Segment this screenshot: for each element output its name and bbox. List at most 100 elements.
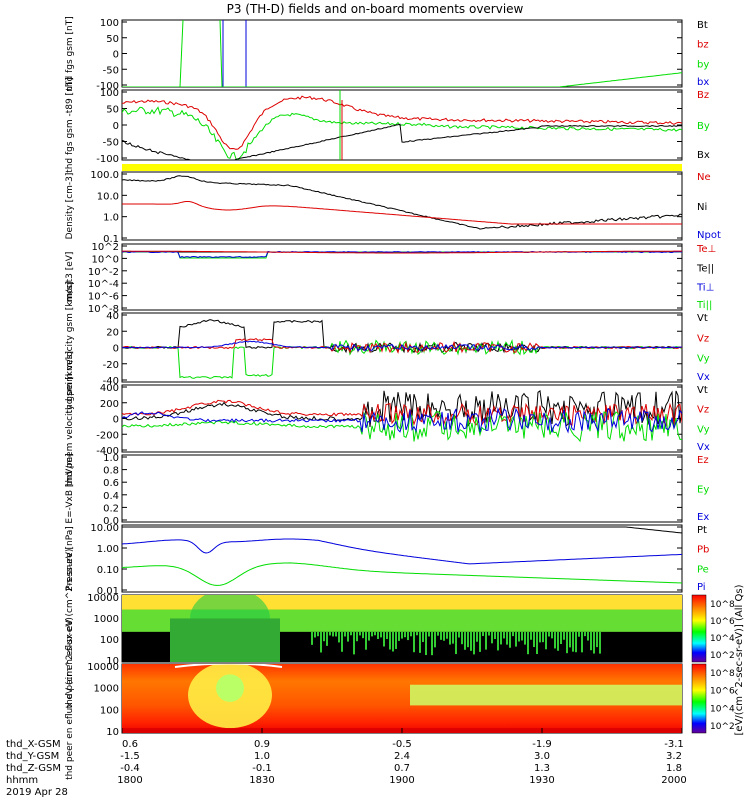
- series-vz: [122, 399, 682, 427]
- y-tick-label: 0: [113, 344, 119, 355]
- spectrogram-cell: [557, 631, 559, 651]
- y-tick-label: 200: [100, 399, 119, 410]
- spectrogram-cell: [338, 631, 340, 643]
- colorbar-tick-label: 10^2: [710, 651, 735, 661]
- colorbar: [691, 663, 707, 734]
- legend-ti: Ti||: [696, 300, 712, 311]
- spectrogram-cell: [482, 631, 484, 637]
- series-bz: [122, 95, 682, 150]
- spectrogram-cell: [341, 631, 343, 652]
- legend-ey: Ey: [697, 485, 709, 496]
- spectrogram-cell: [530, 631, 532, 640]
- panel-data: [122, 390, 682, 443]
- spectrogram-cell: [392, 631, 394, 652]
- y-tick-label: 10^-4: [88, 279, 119, 290]
- spectrogram-cell: [539, 631, 541, 643]
- y-tick-label: 0.1: [103, 234, 119, 245]
- panel-data: [122, 595, 682, 662]
- y-tick-label: 0.10: [97, 565, 119, 576]
- y-tick-label: 0.0: [103, 516, 119, 527]
- spectrogram-cell: [488, 631, 490, 636]
- series-vz: [122, 338, 682, 354]
- spectrogram-cell: [518, 631, 520, 642]
- y-tick-label: -50: [103, 138, 119, 149]
- spectrogram-cell: [371, 631, 373, 637]
- y-tick-label: 1000: [94, 684, 119, 695]
- spectrogram-cell: [437, 631, 439, 636]
- y-tick-label: 0.8: [103, 466, 119, 477]
- x-tick-label: 3.0: [534, 751, 550, 762]
- legend-ni: Ni: [697, 202, 707, 213]
- spectrogram-cell: [401, 631, 403, 639]
- spectrogram-cell: [422, 631, 424, 642]
- y-tick-label: 10^-6: [88, 292, 119, 303]
- spectrogram-cell: [216, 674, 244, 702]
- y-tick-label: 10: [106, 727, 119, 738]
- legend-vz: Vz: [697, 405, 709, 416]
- spectrogram-cell: [524, 631, 526, 645]
- spectrogram-cell: [434, 631, 436, 648]
- y-tick-label: 400: [100, 383, 119, 394]
- x-tick-label: 1800: [117, 775, 142, 786]
- spectrogram-cell: [170, 618, 280, 662]
- y-tick-label: 1.00: [97, 544, 119, 555]
- spectrogram-cell: [425, 631, 427, 656]
- spectrogram-cell: [506, 631, 508, 645]
- x-tick-label: -0.1: [252, 763, 272, 774]
- x-tick-label: 0.9: [254, 739, 270, 750]
- y-tick-label: 50: [106, 105, 119, 116]
- spectrogram-cell: [314, 631, 316, 638]
- series-vt: [122, 390, 682, 428]
- legend-ex: Ex: [697, 512, 709, 523]
- y-tick-label: 10000: [87, 662, 119, 673]
- x-axis-row-label: thd_X-GSM: [6, 739, 61, 750]
- spectrogram-cell: [542, 631, 544, 643]
- panel-6: 400 200 0 -200 -400 thd peem velocity gsm [km…: [65, 351, 710, 486]
- legend-ez: Ez: [697, 455, 709, 466]
- panel-2: 100 50 0 -50 -100 thd fgs gsm -t89 [nT] Bz By Bx: [65, 77, 710, 173]
- spectrogram-cell: [521, 631, 523, 641]
- y-tick-label: -200: [96, 430, 119, 441]
- spectrogram-cell: [566, 631, 568, 654]
- panel-7: 1.0 0.80.6 0.40.2 0.0 E=-VxB [mV/m] Ez Ey Ex: [65, 453, 709, 527]
- x-tick-label: 0.6: [122, 739, 138, 750]
- spectrogram-cell: [320, 631, 322, 653]
- y-tick-label: 10.00: [90, 523, 119, 534]
- legend-by: by: [697, 59, 709, 70]
- spectrogram-cell: [473, 631, 475, 655]
- spectrogram-cell: [365, 631, 367, 650]
- spectrogram-cell: [590, 631, 592, 651]
- series-vx: [122, 406, 682, 434]
- spectrogram-cell: [569, 631, 571, 648]
- spectrogram-cell: [548, 631, 550, 637]
- panel-frame: [121, 524, 683, 593]
- series-vx: [122, 340, 682, 352]
- x-tick-label: 1900: [389, 775, 414, 786]
- spectrogram-cell: [446, 631, 448, 639]
- spectrogram-cell: [311, 631, 313, 645]
- spectrogram-cell: [452, 631, 454, 644]
- spectrogram-cell: [545, 631, 547, 650]
- spectrogram-cell: [389, 631, 391, 650]
- x-tick-label: -1.9: [532, 739, 552, 750]
- x-axis-row-label: thd_Y-GSM: [6, 751, 59, 762]
- legend-vt: Vt: [697, 313, 708, 324]
- spectrogram-cell: [581, 631, 583, 653]
- x-tick-label: 1830: [249, 775, 274, 786]
- y-tick-label: 0.01: [97, 586, 119, 597]
- colorbar-tick-label: 10^4: [710, 634, 735, 644]
- spectrogram-cell: [404, 631, 406, 638]
- y-tick-label: 0: [113, 121, 119, 132]
- y-axis-label: thd peim velocity gsm [km/s]: [65, 282, 75, 414]
- series-teperp: [122, 250, 682, 254]
- legend-te: Te⊥: [696, 244, 716, 255]
- x-tick-label: 1.0: [254, 751, 270, 762]
- spectrogram-cell: [317, 631, 319, 637]
- y-axis-label: thd peir en eflux eV (cm^2-s-sr-eV): [65, 549, 75, 709]
- spectrogram-cell: [347, 631, 349, 642]
- spectrogram-cell: [353, 631, 355, 655]
- spectrogram-cell: [461, 631, 463, 645]
- panel-data: [122, 664, 682, 733]
- spectrogram-cell: [476, 631, 478, 642]
- spectrogram-cell: [359, 631, 361, 636]
